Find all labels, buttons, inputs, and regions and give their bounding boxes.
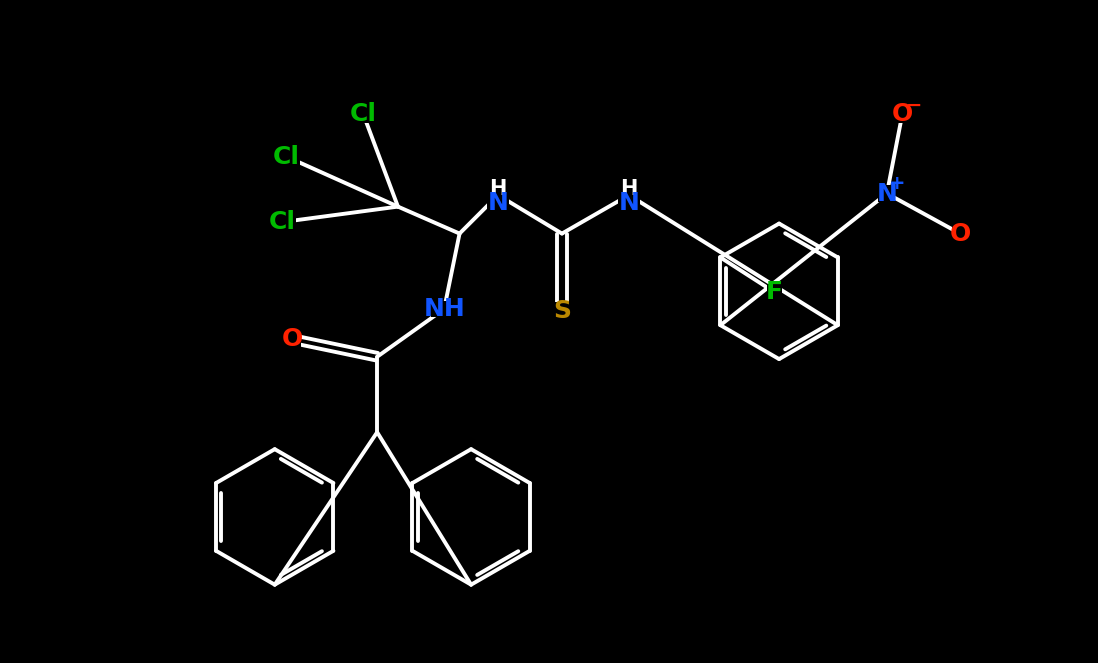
Text: N: N (876, 182, 897, 206)
Bar (952, 225, 968, 242)
Text: −: − (906, 95, 922, 115)
Text: F: F (765, 280, 783, 304)
Bar (269, 213, 296, 231)
Text: H: H (490, 179, 507, 199)
Text: N: N (488, 191, 508, 215)
Text: +: + (888, 174, 905, 193)
Bar (272, 148, 300, 165)
Text: O: O (892, 102, 912, 126)
Bar (284, 331, 301, 347)
Text: O: O (282, 327, 303, 351)
Text: Cl: Cl (350, 102, 377, 126)
Bar (766, 284, 782, 300)
Bar (618, 180, 640, 210)
Text: H: H (620, 179, 638, 199)
Text: Cl: Cl (272, 145, 300, 168)
Text: O: O (950, 221, 971, 245)
Text: Cl: Cl (269, 210, 296, 234)
Text: S: S (553, 298, 571, 323)
Bar (430, 300, 458, 318)
Bar (350, 105, 377, 123)
Bar (553, 302, 571, 319)
Bar (894, 105, 910, 123)
Bar (488, 180, 508, 210)
Text: N: N (618, 191, 639, 215)
Text: NH: NH (423, 297, 466, 321)
Bar (878, 185, 895, 202)
